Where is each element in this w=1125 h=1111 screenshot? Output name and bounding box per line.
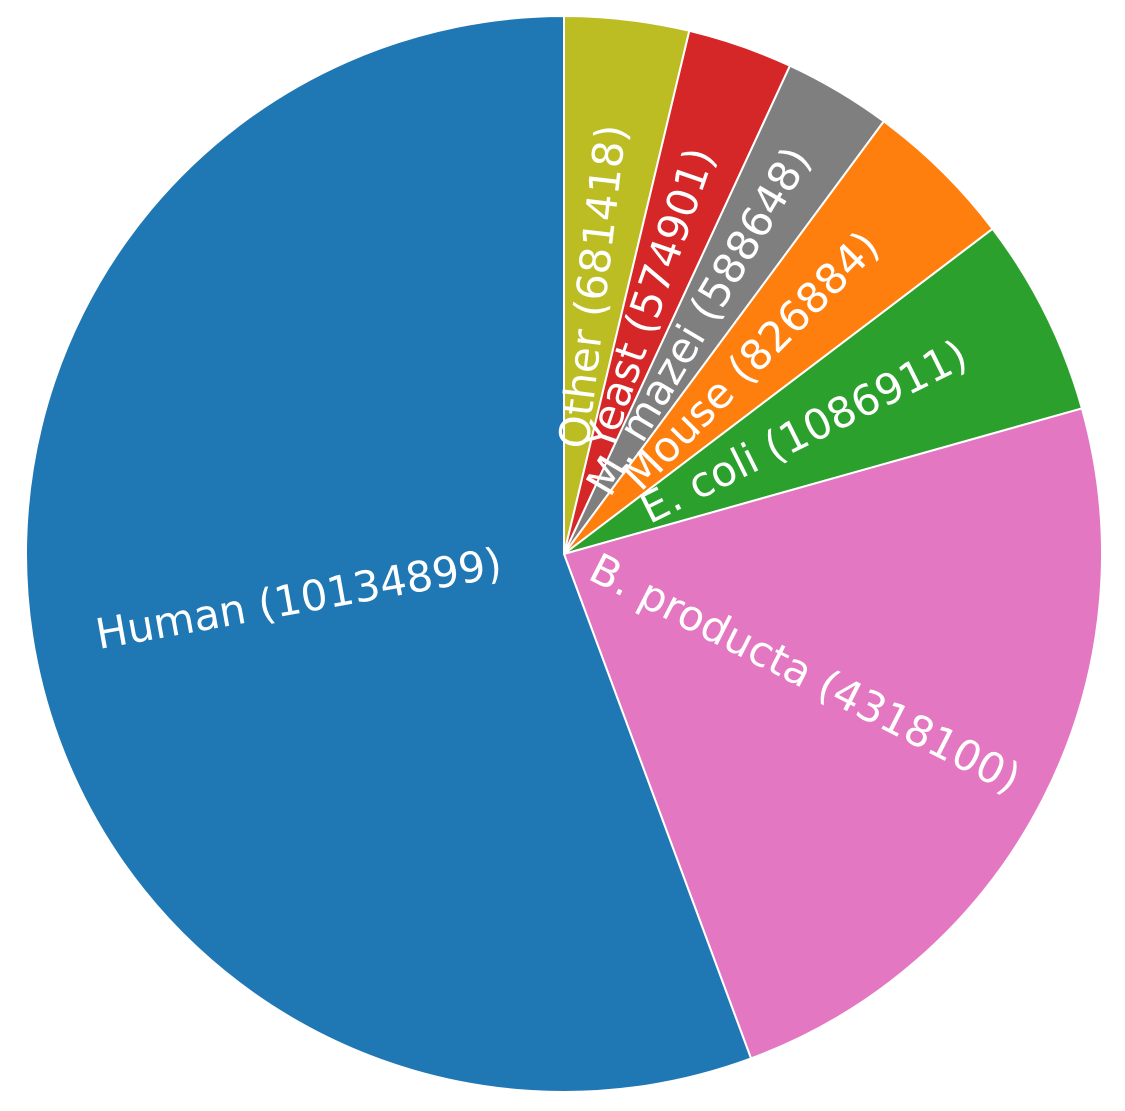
pie-wedge	[24, 14, 753, 1093]
pie-wedge	[562, 407, 1103, 1060]
pie-wedge	[563, 227, 1084, 555]
